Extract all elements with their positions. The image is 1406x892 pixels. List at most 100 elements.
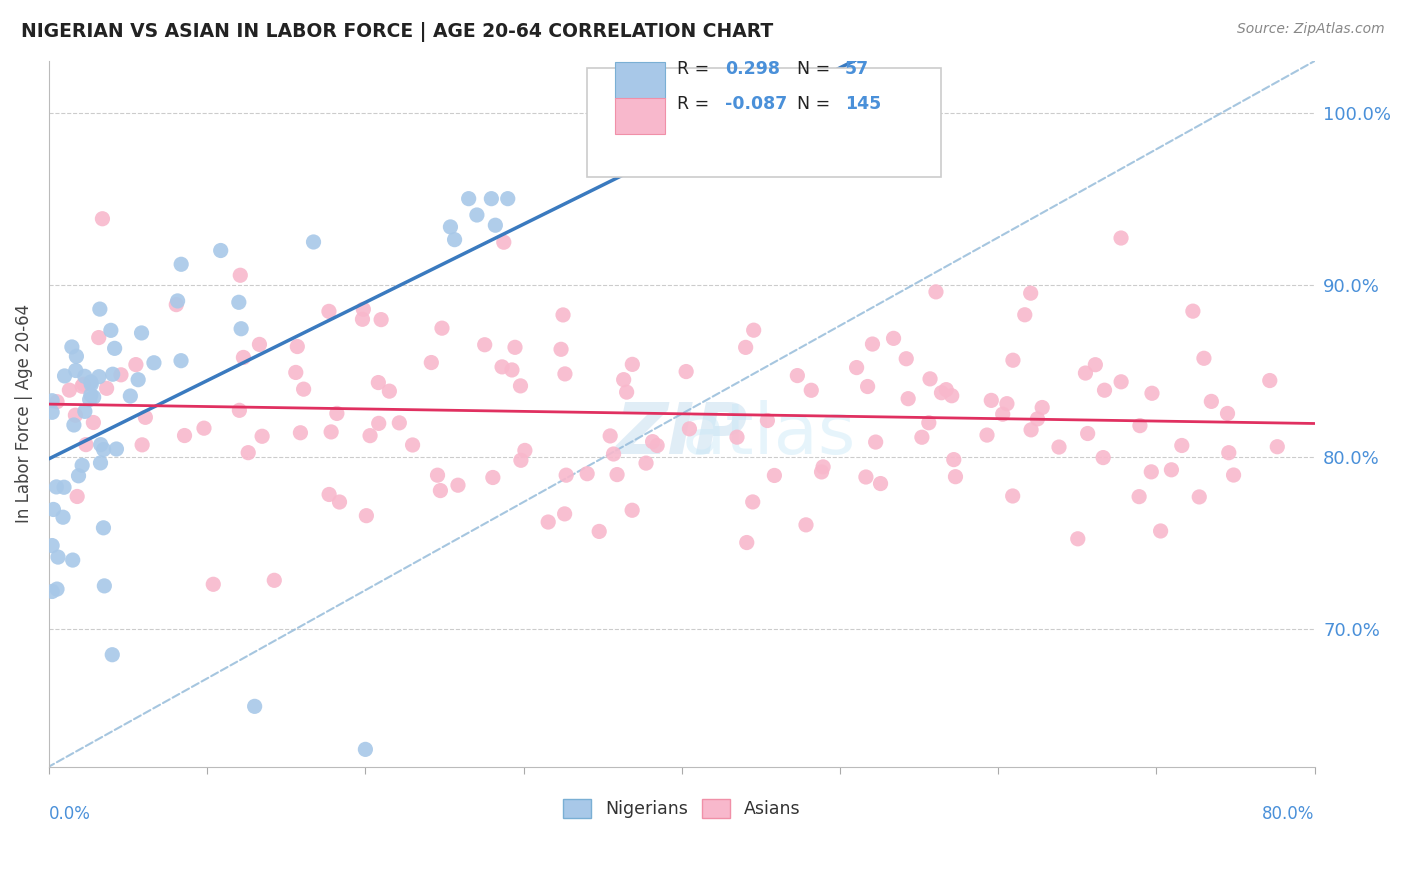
- Text: R =: R =: [676, 95, 714, 113]
- Point: [41, 405, 63, 419]
- Point: [634, 456, 657, 470]
- Point: [1026, 412, 1049, 426]
- Point: [794, 517, 817, 532]
- Point: [935, 383, 957, 397]
- Point: [228, 403, 250, 417]
- Point: [576, 467, 599, 481]
- Point: [127, 373, 149, 387]
- Point: [67, 468, 90, 483]
- Point: [641, 434, 664, 449]
- Point: [96, 381, 118, 395]
- Point: [1047, 440, 1070, 454]
- Point: [70, 379, 93, 393]
- Point: [491, 359, 513, 374]
- Point: [918, 416, 941, 430]
- Point: [70, 458, 93, 473]
- Point: [800, 384, 823, 398]
- Point: [621, 503, 644, 517]
- Point: [1181, 304, 1204, 318]
- Point: [1094, 383, 1116, 397]
- Point: [356, 508, 378, 523]
- Point: [606, 467, 628, 482]
- Point: [231, 322, 253, 336]
- Point: [1218, 446, 1240, 460]
- Point: [326, 406, 349, 420]
- Point: [503, 340, 526, 354]
- Point: [1031, 401, 1053, 415]
- Text: Source: ZipAtlas.com: Source: ZipAtlas.com: [1237, 22, 1385, 37]
- Point: [125, 358, 148, 372]
- Point: [284, 366, 307, 380]
- Point: [83, 390, 105, 404]
- Point: [1019, 423, 1042, 437]
- Point: [1192, 351, 1215, 366]
- Point: [318, 304, 340, 318]
- Point: [1129, 418, 1152, 433]
- Point: [1128, 490, 1150, 504]
- Point: [976, 428, 998, 442]
- Point: [735, 535, 758, 549]
- Point: [509, 379, 531, 393]
- FancyBboxPatch shape: [614, 97, 665, 135]
- Point: [1109, 231, 1132, 245]
- Point: [1109, 375, 1132, 389]
- Point: [811, 459, 834, 474]
- Point: [229, 268, 252, 283]
- Point: [238, 445, 260, 459]
- Point: [1222, 468, 1244, 483]
- Point: [46, 582, 69, 596]
- Text: NIGERIAN VS ASIAN IN LABOR FORCE | AGE 20-64 CORRELATION CHART: NIGERIAN VS ASIAN IN LABOR FORCE | AGE 2…: [21, 22, 773, 42]
- Point: [285, 339, 308, 353]
- Point: [1067, 532, 1090, 546]
- Point: [991, 407, 1014, 421]
- Point: [763, 468, 786, 483]
- Point: [79, 392, 101, 407]
- Point: [883, 331, 905, 345]
- Point: [496, 192, 519, 206]
- Text: R =: R =: [676, 60, 714, 78]
- Point: [1149, 524, 1171, 538]
- Point: [388, 416, 411, 430]
- Point: [741, 495, 763, 509]
- Point: [87, 369, 110, 384]
- Point: [120, 389, 142, 403]
- Point: [786, 368, 808, 383]
- Text: N =: N =: [797, 95, 835, 113]
- Point: [1160, 463, 1182, 477]
- Point: [45, 480, 67, 494]
- Point: [484, 219, 506, 233]
- Point: [734, 340, 756, 354]
- Point: [142, 356, 165, 370]
- Point: [447, 478, 470, 492]
- Point: [65, 363, 87, 377]
- Point: [1188, 490, 1211, 504]
- Point: [429, 483, 451, 498]
- Point: [193, 421, 215, 435]
- Point: [170, 257, 193, 271]
- Point: [93, 579, 115, 593]
- Point: [352, 302, 374, 317]
- Point: [170, 353, 193, 368]
- Point: [621, 357, 644, 371]
- Point: [1084, 358, 1107, 372]
- Point: [465, 208, 488, 222]
- Point: [250, 429, 273, 443]
- Point: [1201, 394, 1223, 409]
- Point: [1140, 386, 1163, 401]
- Point: [862, 337, 884, 351]
- Point: [328, 495, 350, 509]
- Point: [1001, 489, 1024, 503]
- Point: [1171, 438, 1194, 452]
- Point: [420, 355, 443, 369]
- Point: [439, 219, 461, 234]
- Point: [101, 648, 124, 662]
- Point: [249, 337, 271, 351]
- Point: [426, 468, 449, 483]
- Point: [942, 452, 965, 467]
- Point: [91, 211, 114, 226]
- Point: [75, 437, 97, 451]
- Point: [318, 487, 340, 501]
- Point: [430, 321, 453, 335]
- Point: [72, 377, 94, 392]
- Point: [897, 392, 920, 406]
